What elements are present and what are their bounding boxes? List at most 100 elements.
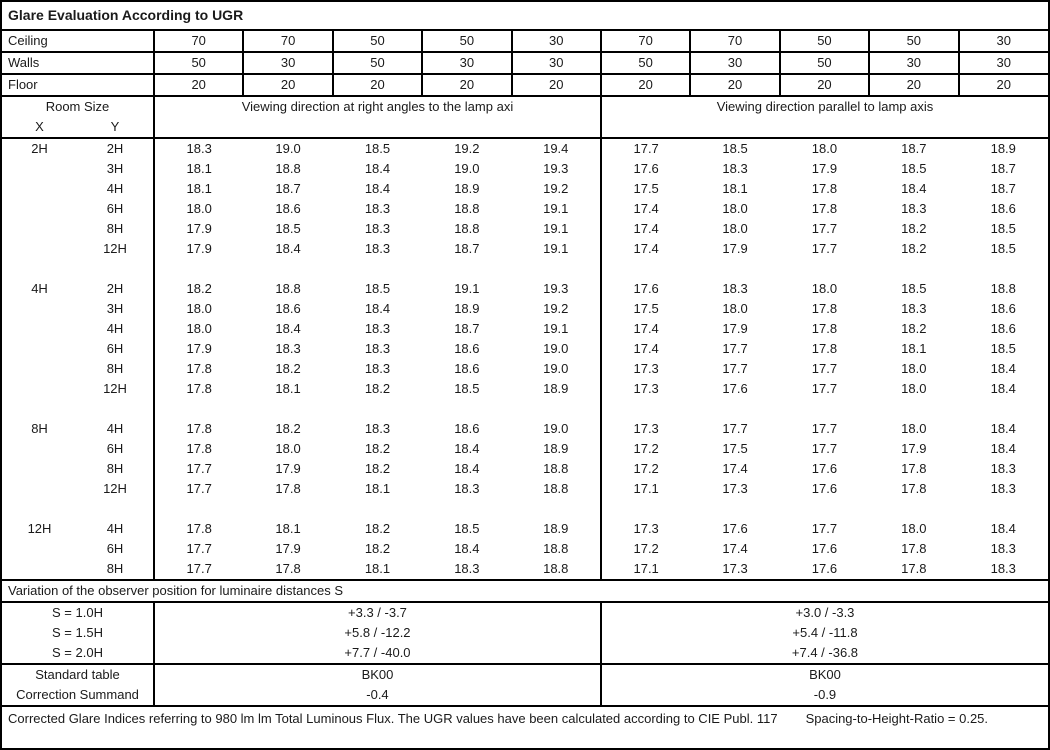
ugr-value: 17.7 bbox=[633, 141, 659, 156]
ugr-value: 17.9 bbox=[186, 241, 212, 256]
ugr-value: 18.2 bbox=[901, 221, 927, 236]
ugr-value: 18.6 bbox=[990, 201, 1016, 216]
title-section: Glare Evaluation According to UGR bbox=[2, 2, 1048, 31]
ugr-value: 18.0 bbox=[186, 301, 212, 316]
ugr-value: 18.9 bbox=[511, 379, 602, 399]
ugr-value: 17.8 bbox=[186, 361, 212, 376]
ugr-value: 18.3 bbox=[722, 161, 748, 176]
ugr-value: 18.4 bbox=[990, 381, 1016, 396]
ugr-value: 17.8 bbox=[901, 561, 927, 576]
variation-header: Variation of the observer position for l… bbox=[2, 579, 1048, 603]
ugr-value: 18.3 bbox=[186, 141, 212, 156]
variation-left-value: +5.8 / -12.2 bbox=[154, 623, 602, 643]
ugr-value: 18.0 bbox=[186, 201, 212, 216]
room-size-header: Room Size bbox=[2, 96, 155, 117]
footer-note: Corrected Glare Indices referring to 980… bbox=[2, 706, 1048, 748]
ugr-value: 17.4 bbox=[633, 341, 659, 356]
header-row-2: X Y bbox=[2, 117, 1048, 139]
reflectance-value: 30 bbox=[511, 30, 602, 53]
ugr-row: 3H 18.1 18.8 18.4 19.0 19.3 17.6 18.3 17.9 18.5 18… bbox=[2, 159, 1048, 179]
ugr-value: 17.7 bbox=[811, 221, 838, 236]
room-x-value bbox=[2, 459, 77, 479]
ugr-value: 19.0 bbox=[511, 359, 602, 379]
ugr-value: 18.5 bbox=[275, 221, 301, 236]
reflectance-value: 70 bbox=[154, 30, 245, 53]
ugr-value: 18.2 bbox=[364, 541, 391, 556]
ugr-value: 18.2 bbox=[364, 381, 391, 396]
ugr-value: 19.2 bbox=[511, 299, 602, 319]
ugr-row: 2H 2H 18.3 19.0 18.5 19.2 19.4 17.7 18.5 18.0 18.7… bbox=[2, 138, 1048, 159]
ugr-value: 18.0 bbox=[722, 221, 748, 236]
ugr-value: 19.3 bbox=[511, 279, 602, 299]
reflectance-value: 20 bbox=[511, 74, 602, 97]
ugr-value: 17.6 bbox=[811, 541, 838, 556]
reflectance-value: 50 bbox=[332, 52, 424, 75]
ugr-value: 17.8 bbox=[901, 541, 927, 556]
room-x-value bbox=[2, 299, 77, 319]
ugr-value: 18.8 bbox=[990, 281, 1016, 296]
ugr-value: 18.3 bbox=[275, 341, 301, 356]
ugr-value: 18.2 bbox=[275, 421, 301, 436]
ugr-value: 18.8 bbox=[275, 161, 301, 176]
room-y-value: 4H bbox=[77, 319, 155, 339]
ugr-value: 18.8 bbox=[454, 201, 480, 216]
room-y-value: 6H bbox=[77, 539, 155, 559]
room-x-value bbox=[2, 159, 77, 179]
ugr-value: 17.7 bbox=[186, 481, 212, 496]
ugr-value: 19.1 bbox=[454, 281, 480, 296]
ugr-value: 18.3 bbox=[901, 201, 927, 216]
reflectance-section: Ceiling 70 70 50 50 30 70 70 50 50 30 Walls 50 30 50 30… bbox=[2, 30, 1048, 97]
ugr-value: 18.6 bbox=[454, 361, 480, 376]
reflectance-value: 50 bbox=[332, 30, 424, 53]
ugr-value: 17.6 bbox=[811, 461, 838, 476]
ugr-value: 18.3 bbox=[364, 341, 391, 356]
ugr-value: 18.4 bbox=[454, 441, 480, 456]
gap-cell bbox=[2, 259, 155, 279]
ugr-value: 18.3 bbox=[364, 241, 391, 256]
ugr-value: 18.6 bbox=[454, 341, 480, 356]
ugr-value: 18.0 bbox=[275, 441, 301, 456]
ugr-value: 18.3 bbox=[364, 361, 391, 376]
ugr-value: 17.7 bbox=[811, 381, 838, 396]
ugr-value: 17.8 bbox=[275, 561, 301, 576]
variation-row: S = 1.0H +3.3 / -3.7 +3.0 / -3.3 bbox=[2, 602, 1048, 623]
ugr-value: 19.0 bbox=[511, 339, 602, 359]
ugr-value: 18.5 bbox=[990, 341, 1016, 356]
ugr-row: 6H 18.0 18.6 18.3 18.8 19.1 17.4 18.0 17.8 18.3 18… bbox=[2, 199, 1048, 219]
ugr-row: 8H 17.8 18.2 18.3 18.6 19.0 17.3 17.7 17.7 18.0 18… bbox=[2, 359, 1048, 379]
ugr-value: 18.5 bbox=[901, 161, 927, 176]
gap-cell bbox=[2, 399, 155, 419]
ugr-value: 18.7 bbox=[990, 161, 1016, 176]
reflectance-value: 50 bbox=[422, 30, 513, 53]
ugr-value: 17.9 bbox=[186, 341, 212, 356]
ugr-value: 19.1 bbox=[511, 319, 602, 339]
variation-left-value: +7.7 / -40.0 bbox=[154, 643, 602, 665]
ugr-value: 17.1 bbox=[633, 481, 659, 496]
ugr-value: 17.7 bbox=[186, 461, 212, 476]
ugr-value: 18.9 bbox=[990, 141, 1016, 156]
ugr-value: 18.1 bbox=[275, 381, 301, 396]
ugr-value: 17.4 bbox=[633, 241, 659, 256]
ugr-row: 6H 17.8 18.0 18.2 18.4 18.9 17.2 17.5 17.7 17.9 18… bbox=[2, 439, 1048, 459]
ugr-value: 18.2 bbox=[901, 321, 927, 336]
ugr-value: 17.5 bbox=[722, 441, 748, 456]
variation-label: S = 1.0H bbox=[2, 602, 155, 623]
room-y-value: 12H bbox=[77, 479, 155, 499]
ugr-row: 3H 18.0 18.6 18.4 18.9 19.2 17.5 18.0 17.8 18.3 18… bbox=[2, 299, 1048, 319]
ugr-value: 17.4 bbox=[633, 201, 659, 216]
ugr-value: 17.7 bbox=[811, 421, 838, 436]
ugr-value: 17.3 bbox=[633, 381, 659, 396]
room-x-value bbox=[2, 559, 77, 580]
gap-cell bbox=[601, 259, 1048, 279]
ugr-value: 18.4 bbox=[901, 181, 927, 196]
left-section-header: Viewing direction at right angles to the… bbox=[154, 96, 602, 139]
variation-right-value: +5.4 / -11.8 bbox=[792, 625, 858, 640]
ugr-value: 17.8 bbox=[811, 321, 838, 336]
room-y-value: 6H bbox=[77, 439, 155, 459]
reflectance-value: 30 bbox=[243, 52, 334, 75]
gap-cell bbox=[601, 399, 1048, 419]
ugr-value: 17.3 bbox=[722, 561, 748, 576]
footer-section: Corrected Glare Indices referring to 980… bbox=[2, 706, 1048, 748]
